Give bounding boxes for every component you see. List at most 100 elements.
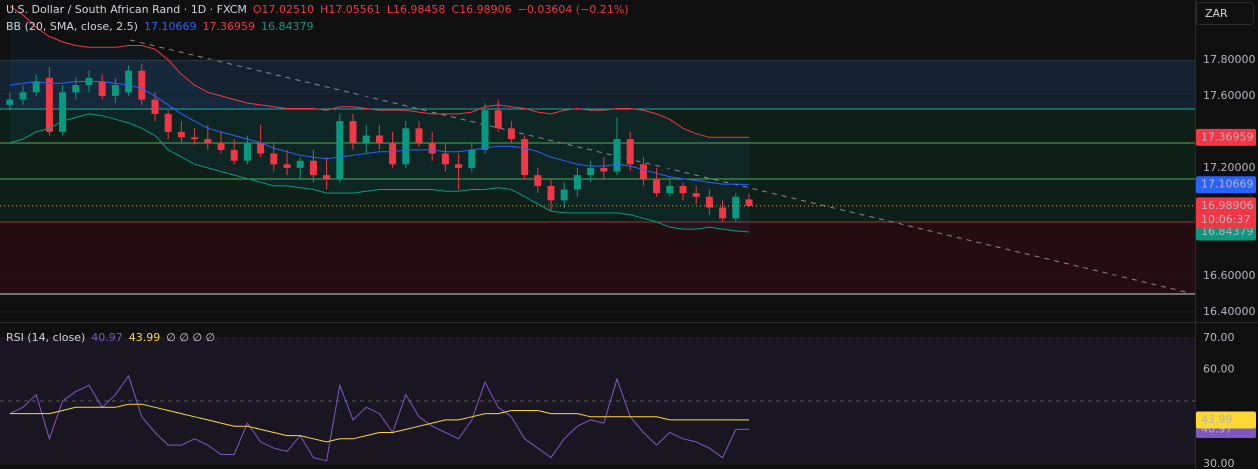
candle-body	[362, 135, 370, 143]
indicator-legend: BB (20, SMA, close, 2.5) 17.10669 17.3695…	[6, 20, 313, 33]
candle-body	[732, 196, 740, 219]
candle-body	[679, 185, 687, 194]
candle-body	[573, 175, 581, 190]
price-badge	[1196, 197, 1256, 229]
candle-body	[745, 199, 753, 206]
change: −0.03604 (−0.21%)	[517, 3, 629, 16]
candle-body	[45, 77, 53, 132]
price-badge-label: 17.10669	[1201, 178, 1254, 191]
candle-body	[98, 81, 106, 96]
symbol-legend: U.S. Dollar / South African Rand · 1D · …	[6, 3, 629, 16]
candle-body	[72, 85, 80, 93]
candle-body	[521, 139, 529, 176]
candle-body	[666, 185, 674, 194]
symbol-title: U.S. Dollar / South African Rand · 1D · …	[6, 3, 247, 16]
candle-body	[270, 153, 278, 165]
candle-body	[243, 142, 251, 161]
candle-body	[441, 153, 449, 165]
y-tick-label: 17.80000	[1203, 53, 1256, 66]
zone-blue	[0, 60, 1195, 109]
y-tick-label: 16.40000	[1203, 305, 1256, 318]
price-badge-label: 43.99	[1201, 413, 1233, 426]
candle-body	[547, 185, 555, 201]
price-badge	[1196, 411, 1256, 429]
candle-body	[138, 70, 146, 100]
legend-value: 43.99	[128, 331, 161, 344]
price-badge	[1196, 128, 1256, 146]
candle-body	[692, 193, 700, 197]
zone-red	[0, 222, 1195, 294]
series-line	[9, 80, 750, 186]
candle-body	[309, 160, 317, 176]
candle-body	[111, 85, 119, 96]
candle-body	[283, 164, 291, 168]
y-tick-label: 60.00	[1203, 363, 1235, 376]
candle-body	[428, 142, 436, 154]
candle-body	[151, 99, 159, 114]
candle-body	[626, 139, 634, 165]
legend-value: 17.10669	[143, 20, 197, 33]
ohlc-low: L16.98458	[386, 3, 446, 16]
y-tick-label: 70.00	[1203, 331, 1235, 344]
candle-body	[613, 139, 621, 172]
legend-value: 40.97	[91, 331, 123, 344]
ohlc-open: O17.02510	[252, 3, 315, 16]
legend-value: 16.84379	[260, 20, 314, 33]
candle-body	[375, 135, 383, 143]
currency-button[interactable]: ZAR	[1196, 2, 1254, 25]
ohlc-close: C16.98906	[451, 3, 512, 16]
candle-body	[204, 139, 212, 143]
candle-body	[323, 175, 331, 179]
y-tick-label: 17.20000	[1203, 161, 1256, 174]
series-line	[9, 403, 749, 443]
candle-body	[468, 149, 476, 168]
candle-body	[59, 92, 67, 132]
candle-body	[230, 149, 238, 161]
bb-fill	[9, 5, 750, 233]
candle-body	[296, 160, 304, 168]
trend-line	[129, 39, 1191, 294]
series-line	[9, 374, 749, 462]
ohlc-high: H17.05561	[320, 3, 381, 16]
candle-body	[177, 131, 185, 138]
candle-body	[336, 121, 344, 179]
candle-body	[481, 110, 489, 150]
candle-body	[415, 128, 423, 143]
candle-body	[507, 128, 515, 140]
y-tick-label: 17.60000	[1203, 89, 1256, 102]
candle-body	[19, 92, 27, 100]
candle-body	[587, 167, 595, 176]
candle-body	[257, 142, 265, 154]
candle-body	[705, 196, 713, 208]
candle-body	[560, 189, 568, 201]
candle-body	[534, 175, 542, 186]
indicator-name: BB (20, SMA, close, 2.5)	[6, 20, 138, 33]
candle-body	[402, 128, 410, 165]
candle-body	[389, 142, 397, 165]
candle-body	[494, 110, 502, 129]
candle-body	[639, 164, 647, 179]
y-tick-label: 16.60000	[1203, 269, 1256, 282]
legend-placeholder: ∅ ∅ ∅ ∅	[166, 331, 216, 344]
countdown: 10:06:37	[1201, 213, 1250, 226]
rsi-legend: RSI (14, close) 40.97 43.99 ∅ ∅ ∅ ∅	[6, 331, 215, 344]
candle-body	[455, 164, 463, 168]
candle-body	[600, 167, 608, 172]
candle-body	[653, 178, 661, 194]
y-tick-label: 30.00	[1203, 457, 1235, 469]
series-line	[9, 113, 750, 233]
price-badge-label: 16.98906	[1201, 199, 1254, 212]
legend-value: 17.36959	[202, 20, 255, 33]
candle-body	[32, 81, 40, 93]
candle-body	[6, 99, 14, 105]
candle-body	[125, 70, 133, 93]
candle-body	[191, 137, 199, 140]
series-line	[9, 5, 750, 138]
price-badge	[1196, 176, 1256, 194]
candle-body	[719, 207, 727, 219]
rsi-name: RSI (14, close)	[6, 331, 86, 344]
candle-body	[217, 142, 225, 150]
candle-body	[164, 113, 172, 132]
